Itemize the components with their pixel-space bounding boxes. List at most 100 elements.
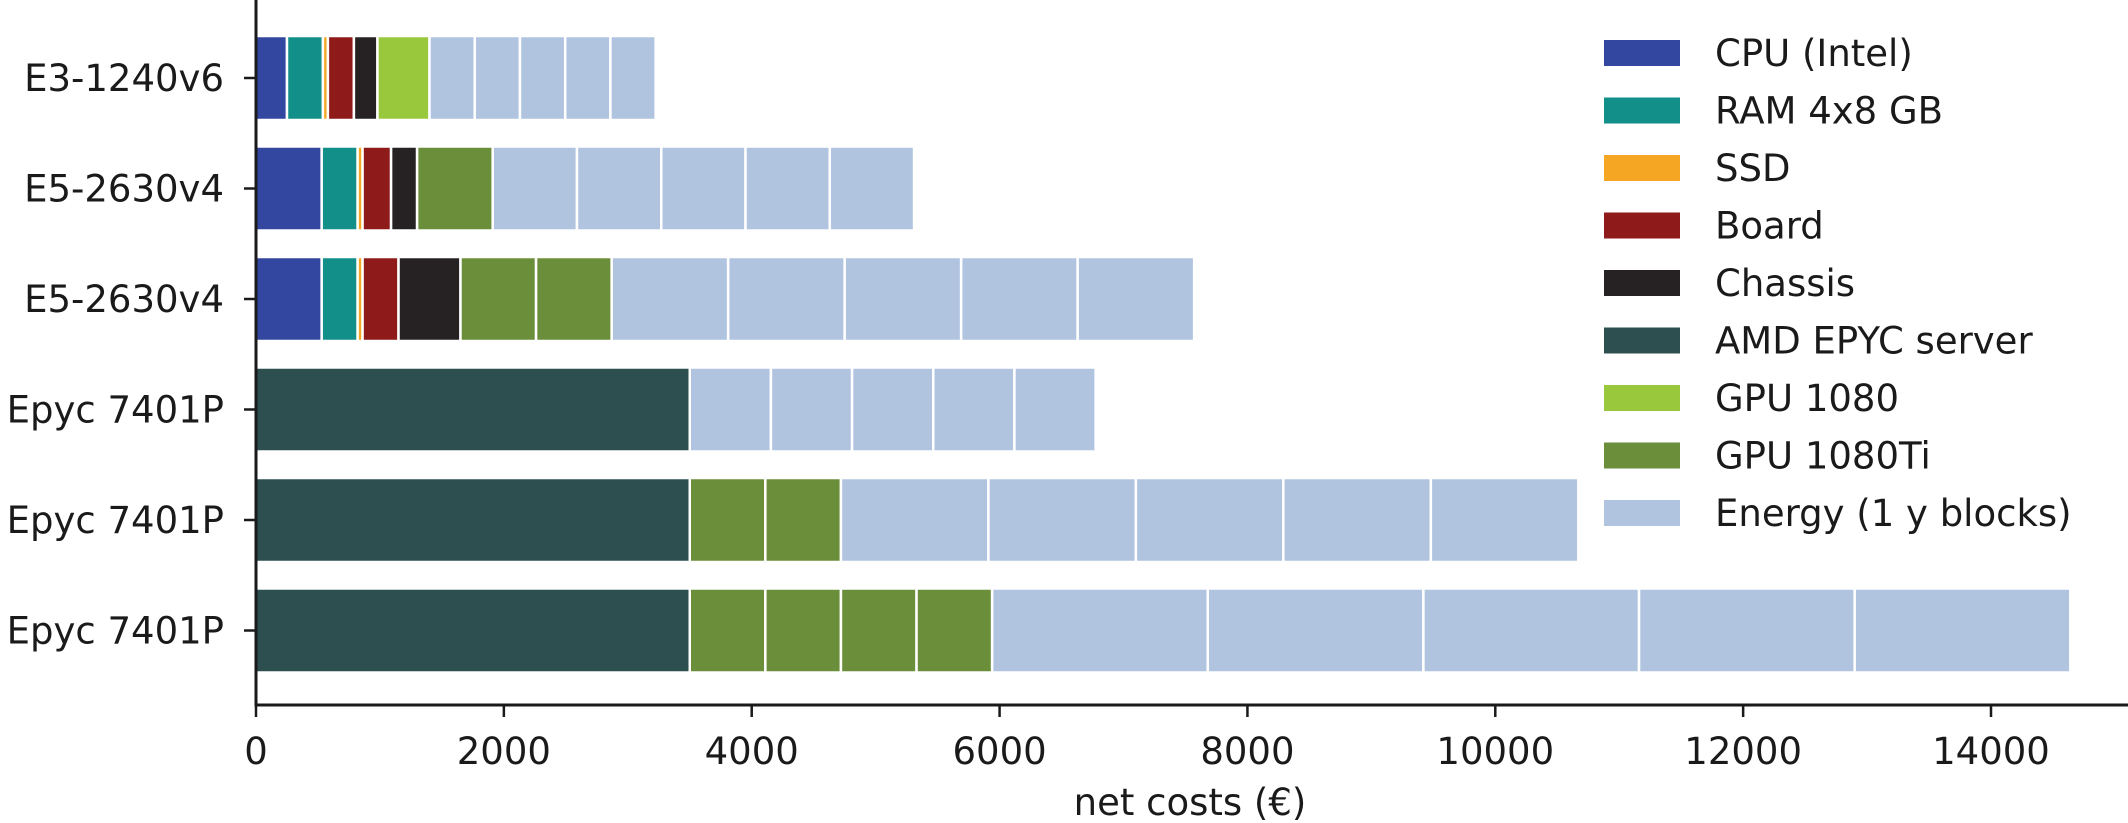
bar-segment: [428, 34, 476, 122]
bar-segment: [254, 587, 691, 674]
bar-segment: [575, 145, 663, 232]
bar-segment: [254, 34, 289, 122]
bar-segment: [326, 34, 356, 122]
bar-segment: [1853, 587, 2072, 674]
bar-segment: [609, 34, 657, 122]
bar-row: [254, 34, 657, 122]
legend-item: Energy (1 y blocks): [1604, 492, 2072, 535]
bar-segment: [744, 145, 832, 232]
axes-layer: E3-1240v6 E5-2630v4 E5-2630v4 Epyc 7401P Epy…: [7, 0, 2128, 773]
bar-segment: [361, 145, 393, 232]
legend-item: GPU 1080Ti: [1604, 435, 1931, 478]
bar-segment: [254, 145, 323, 232]
legend-label: Board: [1715, 205, 1824, 248]
bar-segment: [459, 255, 538, 343]
bar-segment: [320, 145, 359, 232]
bar-segment: [850, 366, 935, 453]
legend-swatch: [1604, 442, 1680, 469]
legend-label: SSD: [1715, 147, 1790, 190]
bar-segment: [254, 255, 323, 343]
bar-segment: [839, 587, 918, 674]
legend-item: RAM 4x8 GB: [1604, 90, 1943, 133]
bar-segment: [932, 366, 1016, 453]
x-tick-label: 14000: [1932, 730, 2050, 773]
legend-item: Chassis: [1604, 262, 1855, 305]
bar-segment: [1134, 476, 1285, 564]
bar-segment: [1637, 587, 1856, 674]
bar-segment: [843, 255, 963, 343]
legend-swatch: [1604, 270, 1680, 296]
bar-row: [254, 476, 1580, 564]
bar-segment: [254, 476, 691, 564]
bar-segment: [254, 366, 691, 453]
bar-segment: [285, 34, 325, 122]
x-tick-label: 10000: [1436, 730, 1554, 773]
legend-label: Chassis: [1715, 262, 1855, 305]
x-tick-label: 12000: [1684, 730, 1802, 773]
legend-label: GPU 1080: [1715, 377, 1899, 420]
legend-swatch: [1604, 97, 1680, 124]
bar-segment: [1076, 255, 1196, 343]
bar-segment: [389, 145, 419, 232]
legend-label: RAM 4x8 GB: [1715, 90, 1943, 133]
bar-segment: [1013, 366, 1097, 453]
bar-segment: [959, 255, 1079, 343]
x-tick-label: 6000: [952, 730, 1046, 773]
legend-item: Board: [1604, 205, 1824, 248]
bar-row: [254, 587, 2072, 674]
y-tick-label: Epyc 7401P: [7, 389, 224, 432]
y-tick-label: Epyc 7401P: [7, 499, 224, 542]
x-tick-label: 0: [244, 730, 268, 773]
bar-segment: [491, 145, 579, 232]
legend-label: AMD EPYC server: [1715, 320, 2033, 363]
bar-segment: [688, 366, 773, 453]
bar-segment: [352, 34, 379, 122]
bar-segment: [769, 366, 854, 453]
bar-segment: [1422, 587, 1641, 674]
bar-segment: [990, 587, 1210, 674]
y-tick-label: E5-2630v4: [24, 278, 224, 321]
bar-segment: [987, 476, 1138, 564]
x-tick-label: 4000: [705, 730, 799, 773]
bar-segment: [376, 34, 431, 122]
legend-item: CPU (Intel): [1604, 32, 1913, 75]
legend-swatch: [1604, 327, 1680, 354]
bar-row: [254, 145, 916, 232]
bar-segment: [563, 34, 612, 122]
x-tick-label: 2000: [457, 730, 551, 773]
bars-layer: [254, 34, 2072, 674]
legend-label: CPU (Intel): [1715, 32, 1913, 75]
y-tick-label: E3-1240v6: [24, 57, 224, 100]
bar-segment: [828, 145, 916, 232]
legend-label: GPU 1080Ti: [1715, 435, 1931, 478]
bar-segment: [764, 587, 843, 674]
bar-row: [254, 255, 1196, 343]
bar-segment: [764, 476, 843, 564]
y-tick-label: E5-2630v4: [24, 168, 224, 211]
bar-segment: [839, 476, 990, 564]
bar-segment: [726, 255, 846, 343]
legend-swatch: [1604, 212, 1680, 239]
bar-segment: [1206, 587, 1425, 674]
bar-segment: [397, 255, 462, 343]
bar-segment: [915, 587, 994, 674]
legend-swatch: [1604, 385, 1680, 411]
bar-segment: [518, 34, 567, 122]
y-tick-label: Epyc 7401P: [7, 610, 224, 653]
legend-label: Energy (1 y blocks): [1715, 492, 2072, 535]
legend-item: SSD: [1604, 147, 1790, 190]
bar-segment: [1282, 476, 1433, 564]
bar-segment: [610, 255, 730, 343]
bar-row: [254, 366, 1097, 453]
x-axis-label: net costs (€): [1074, 781, 1307, 823]
bar-segment: [320, 255, 359, 343]
legend-swatch: [1604, 40, 1680, 66]
bar-segment: [688, 476, 767, 564]
bar-segment: [1429, 476, 1580, 564]
bar-segment: [688, 587, 767, 674]
legend-item: GPU 1080: [1604, 377, 1899, 420]
bar-segment: [534, 255, 613, 343]
bar-segment: [473, 34, 522, 122]
legend-swatch: [1604, 155, 1680, 181]
